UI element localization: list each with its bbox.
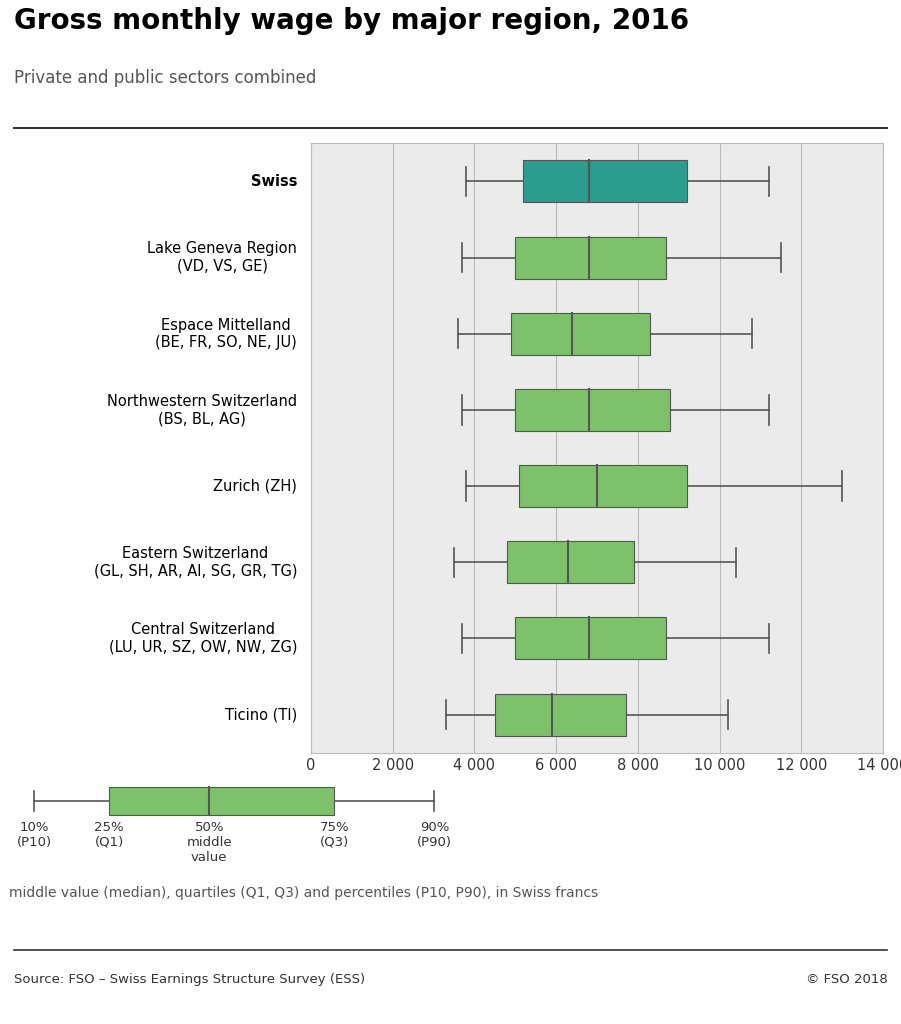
Bar — [511, 312, 650, 354]
Text: Gross monthly wage by major region, 2016: Gross monthly wage by major region, 2016 — [14, 6, 688, 35]
Text: Lake Geneva Region
(VD, VS, GE): Lake Geneva Region (VD, VS, GE) — [147, 242, 297, 273]
Text: 10%
(P10): 10% (P10) — [16, 821, 51, 849]
Bar — [507, 542, 633, 584]
Text: Central Switzerland
(LU, UR, SZ, OW, NW, ZG): Central Switzerland (LU, UR, SZ, OW, NW,… — [109, 623, 297, 654]
Bar — [519, 465, 687, 507]
Text: © FSO 2018: © FSO 2018 — [805, 973, 887, 986]
Bar — [495, 693, 625, 735]
Text: 75%
(Q3): 75% (Q3) — [320, 821, 350, 849]
Bar — [523, 161, 687, 203]
Text: 90%
(P90): 90% (P90) — [417, 821, 452, 849]
Bar — [515, 237, 667, 279]
Text: Private and public sectors combined: Private and public sectors combined — [14, 70, 316, 87]
Text: Source: FSO – Swiss Earnings Structure Survey (ESS): Source: FSO – Swiss Earnings Structure S… — [14, 973, 365, 986]
Bar — [515, 617, 667, 659]
Text: middle value (median), quartiles (Q1, Q3) and percentiles (P10, P90), in Swiss f: middle value (median), quartiles (Q1, Q3… — [9, 886, 598, 900]
Text: 25%
(Q1): 25% (Q1) — [95, 821, 124, 849]
Text: Ticino (TI): Ticino (TI) — [225, 707, 297, 722]
Text: Zurich (ZH): Zurich (ZH) — [214, 478, 297, 494]
Text: Eastern Switzerland
(GL, SH, AR, AI, SG, GR, TG): Eastern Switzerland (GL, SH, AR, AI, SG,… — [94, 546, 297, 579]
Text: Northwestern Switzerland
(BS, BL, AG): Northwestern Switzerland (BS, BL, AG) — [107, 393, 297, 426]
Text: Espace Mittelland
(BE, FR, SO, NE, JU): Espace Mittelland (BE, FR, SO, NE, JU) — [155, 317, 297, 350]
Bar — [109, 786, 334, 815]
Text: Swiss: Swiss — [250, 174, 297, 189]
Bar — [515, 389, 670, 431]
Text: 50%
middle
value: 50% middle value — [187, 821, 232, 864]
